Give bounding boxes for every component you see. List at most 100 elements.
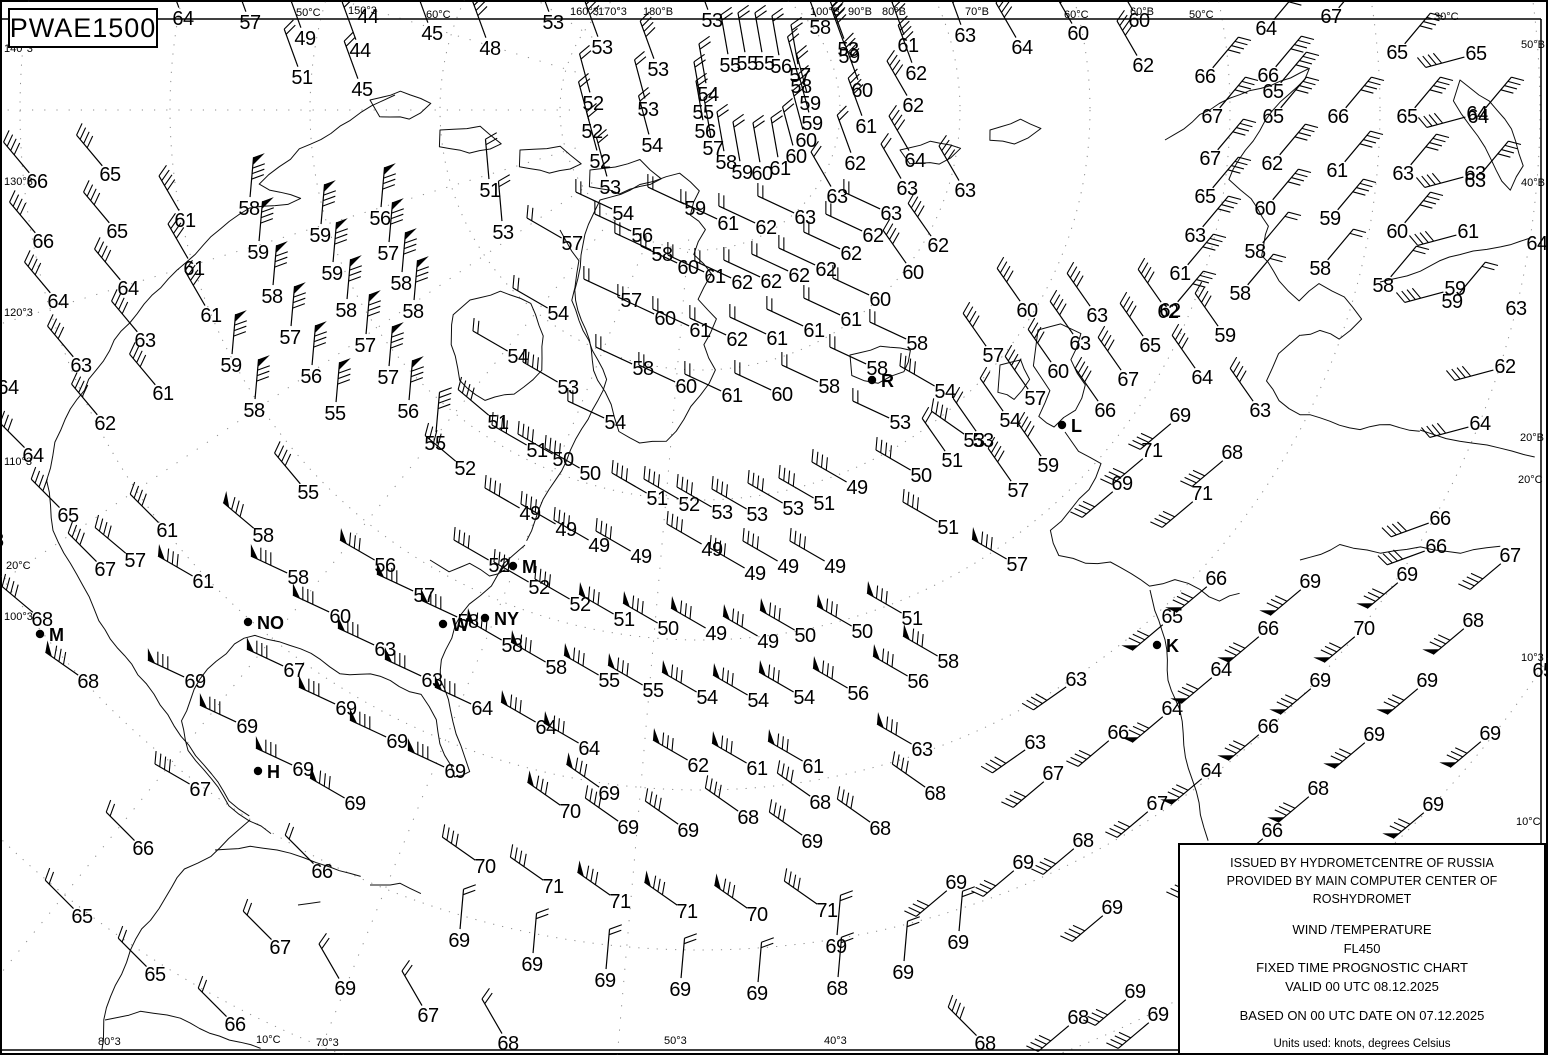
wind-station: 69 xyxy=(1070,473,1133,518)
barb-staff xyxy=(566,763,600,788)
barb-feather xyxy=(1192,283,1206,288)
wind-station: 53 xyxy=(747,470,804,520)
barb-feather xyxy=(1020,416,1029,429)
temperature-label: 56 xyxy=(369,208,391,230)
barb-staff xyxy=(676,486,712,508)
barb-feather xyxy=(562,721,565,735)
barb-feather xyxy=(1227,169,1241,174)
barb-feather xyxy=(391,332,404,338)
barb-feather xyxy=(1034,326,1042,339)
temperature-label: 69 xyxy=(444,761,466,783)
barb-feather xyxy=(985,534,988,548)
wind-station: 68 xyxy=(1026,1007,1089,1052)
temperature-label: 57 xyxy=(124,550,146,572)
barb-feather xyxy=(885,223,894,236)
temperature-label: 58 xyxy=(1229,283,1251,305)
barb-pennant xyxy=(1170,698,1188,704)
barb-feather xyxy=(1366,134,1380,140)
barb-feather xyxy=(901,25,912,36)
temperature-label: 52 xyxy=(582,93,604,115)
barb-feather xyxy=(1389,825,1402,832)
barb-feather xyxy=(1387,697,1401,705)
temperature-label: 53 xyxy=(599,177,621,199)
temperature-label: 64 xyxy=(117,278,139,300)
barb-feather xyxy=(62,651,67,665)
barb-feather xyxy=(1228,195,1242,201)
wind-station: 68 xyxy=(1267,778,1329,823)
barb-pennant xyxy=(376,562,385,578)
wind-station: 67 xyxy=(401,960,439,1027)
barb-staff xyxy=(1459,261,1486,294)
barb-feather xyxy=(30,466,37,480)
graticule-label: 180°B xyxy=(643,6,673,18)
wind-station: 61 xyxy=(1326,130,1384,182)
barb-feather xyxy=(3,130,10,143)
temperature-label: 54 xyxy=(999,410,1021,432)
temperature-label: 64 xyxy=(1191,367,1213,389)
barb-feather xyxy=(609,526,612,540)
barb-feather xyxy=(81,384,89,398)
barb-feather xyxy=(738,10,750,19)
barb-feather xyxy=(1110,1038,1123,1046)
barb-feather xyxy=(899,353,902,367)
barb-feather xyxy=(16,198,23,211)
wind-station: 69 xyxy=(1376,670,1438,715)
barb-feather xyxy=(1017,411,1026,424)
barb-feather xyxy=(643,466,646,480)
barb-feather xyxy=(57,326,65,340)
barb-staff xyxy=(418,0,429,23)
wind-station: 58 xyxy=(1244,211,1302,263)
wind-station: 56 xyxy=(872,644,929,693)
barb-feather xyxy=(880,439,883,453)
temperature-label: 52 xyxy=(678,494,700,516)
temperature-label: 67 xyxy=(1117,369,1139,391)
barb-feather xyxy=(585,0,592,5)
barb-feather xyxy=(675,667,678,681)
barb-feather xyxy=(831,0,840,7)
barb-feather xyxy=(831,666,834,680)
city-marker-h: H xyxy=(253,762,280,782)
temperature-label: 53 xyxy=(591,37,613,59)
temperature-label: 67 xyxy=(1320,6,1342,28)
temperature-label: 71 xyxy=(816,900,838,922)
barb-feather xyxy=(994,445,1002,458)
barb-feather xyxy=(777,670,780,684)
wind-station: 61 xyxy=(1408,221,1479,247)
barb-feather xyxy=(58,648,62,662)
wind-station: 63 xyxy=(951,0,976,47)
barb-feather xyxy=(437,403,451,410)
barb-feather xyxy=(1126,300,1134,313)
temperature-label: 58 xyxy=(715,152,737,174)
barb-feather xyxy=(525,493,528,507)
barb-feather xyxy=(771,115,783,124)
barb-pennant xyxy=(712,663,720,679)
barb-staff xyxy=(157,555,193,577)
barb-pennant xyxy=(411,356,424,369)
chart-id-label: PWAE1500 xyxy=(9,12,157,43)
temperature-label: 63 xyxy=(1249,400,1271,422)
wind-station: 53 xyxy=(633,50,659,121)
temperature-label: 68 xyxy=(974,1033,996,1055)
temperature-label: 53 xyxy=(837,39,859,61)
barb-feather xyxy=(1266,602,1279,609)
barb-feather xyxy=(895,722,898,736)
barb-staff xyxy=(825,213,863,232)
barb-feather xyxy=(484,475,487,489)
temperature-label: 56 xyxy=(397,401,419,423)
temperature-label: 58 xyxy=(1372,275,1394,297)
barb-staff xyxy=(903,921,909,962)
temperature-label: 64 xyxy=(1200,760,1222,782)
barb-feather xyxy=(1201,290,1209,303)
barb-feather xyxy=(1299,85,1313,90)
barb-feather xyxy=(770,109,782,119)
wind-station: 60 xyxy=(1254,168,1312,220)
barb-feather xyxy=(90,188,97,201)
barb-feather xyxy=(548,574,551,588)
barb-staff xyxy=(752,122,761,163)
graticule-label: 40°B xyxy=(1521,177,1545,189)
barb-feather xyxy=(741,614,744,628)
barb-feather xyxy=(129,481,136,495)
barb-feather xyxy=(1302,55,1316,61)
barb-pennant xyxy=(866,581,874,597)
barb-feather xyxy=(1393,549,1404,560)
